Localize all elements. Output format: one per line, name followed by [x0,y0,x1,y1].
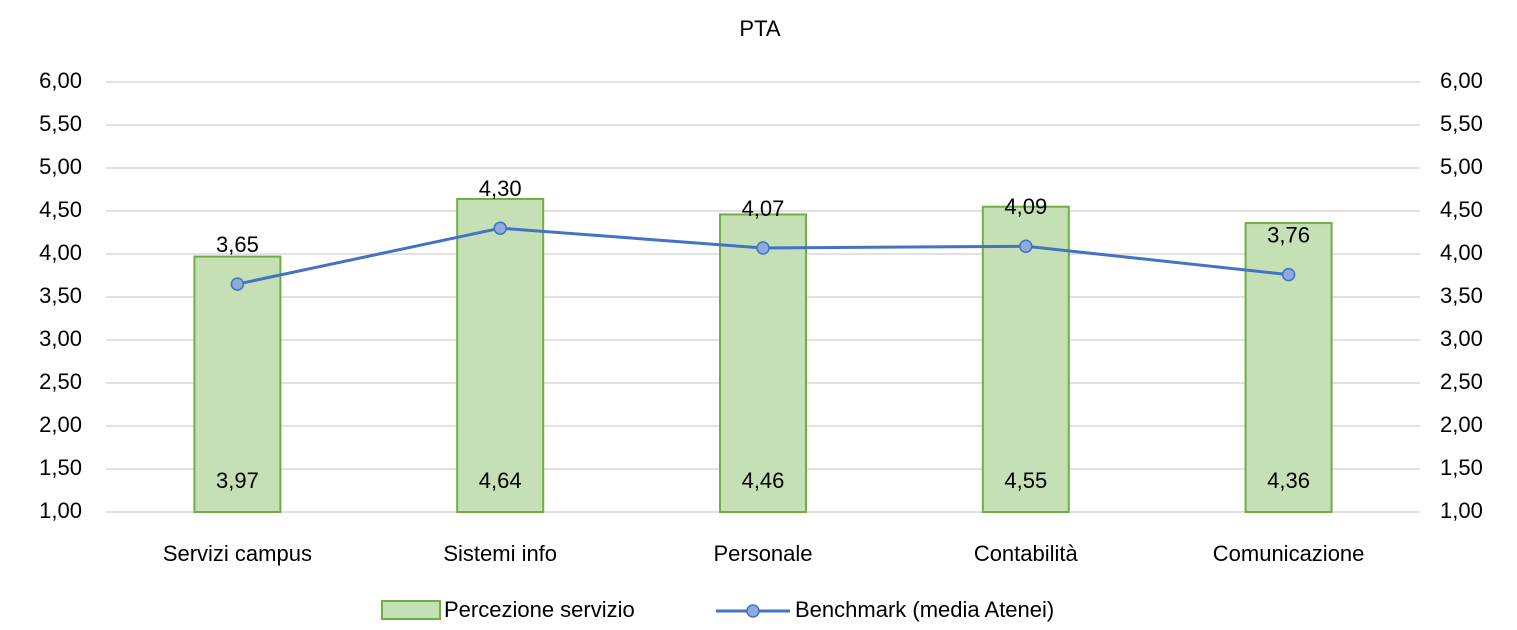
legend-marker [746,604,760,618]
legend-swatch [381,600,441,620]
bar-value-label: 4,64 [479,468,522,493]
line-value-label: 4,09 [1004,194,1047,219]
line-value-label: 3,76 [1267,222,1310,247]
x-tick-label: Personale [713,541,812,566]
x-tick-label: Comunicazione [1213,541,1365,566]
y2-tick-label: 2,50 [1440,369,1483,394]
x-tick-label: Contabilità [974,541,1079,566]
line-marker [1281,267,1296,282]
y2-tick-label: 1,00 [1440,498,1483,523]
y2-tick-label: 4,00 [1440,240,1483,265]
line-marker [493,221,507,235]
y2-tick-label: 5,50 [1440,111,1483,136]
bar [193,255,282,513]
y2-tick-label: 3,00 [1440,326,1483,351]
y2-tick-label: 5,00 [1440,154,1483,179]
bar-value-label: 3,97 [216,468,259,493]
line-marker [1019,239,1033,254]
y-tick-label: 6,00 [39,68,82,93]
bar-value-label: 4,46 [742,468,785,493]
bar [981,205,1070,513]
y2-tick-label: 6,00 [1440,68,1483,93]
legend-label: Benchmark (media Atenei) [795,597,1054,622]
bar [719,213,807,513]
legend-label: Percezione servizio [444,597,635,622]
bar [456,197,545,514]
x-tick-label: Sistemi info [443,541,557,566]
y-tick-label: 4,00 [39,240,82,265]
bar-value-label: 4,55 [1004,468,1047,493]
y-tick-label: 1,50 [39,455,82,480]
y-tick-label: 5,50 [39,111,82,136]
y-tick-label: 2,50 [39,369,82,394]
y2-tick-label: 1,50 [1440,455,1483,480]
y-tick-label: 1,00 [39,498,82,523]
y-tick-label: 2,00 [39,412,82,437]
y-tick-label: 5,00 [39,154,82,179]
x-tick-label: Servizi campus [163,541,312,566]
bar-value-label: 4,36 [1267,468,1310,493]
y2-tick-label: 4,50 [1440,197,1483,222]
chart-title: PTA [739,16,780,41]
y-tick-label: 4,50 [39,197,82,222]
line-value-label: 4,30 [479,176,522,201]
y2-tick-label: 3,50 [1440,283,1483,308]
line-value-label: 3,65 [216,232,259,257]
y2-tick-label: 2,00 [1440,412,1483,437]
line-marker [230,277,245,291]
line-value-label: 4,07 [742,196,785,221]
line-marker [756,241,770,255]
y-tick-label: 3,00 [39,326,82,351]
y-tick-label: 3,50 [39,283,82,308]
